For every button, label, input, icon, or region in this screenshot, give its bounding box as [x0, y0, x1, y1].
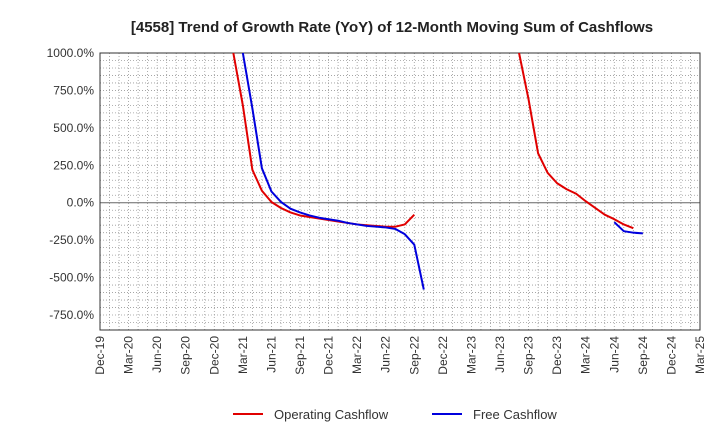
x-tick-label: Jun-23	[493, 336, 507, 373]
legend-label-operating-cashflow: Operating Cashflow	[274, 407, 389, 422]
series-line	[518, 52, 634, 230]
x-tick-label: Dec-20	[207, 336, 221, 375]
plot-area-border	[99, 52, 701, 331]
x-tick-label: Dec-22	[436, 336, 450, 375]
x-axis-ticks: Dec-19 Mar-20 Jun-20 Sep-20 Dec-20 Mar-21 Jun-…	[93, 336, 707, 375]
y-tick-label: 1000.0%	[47, 46, 95, 60]
x-tick-label: Jun-20	[150, 336, 164, 373]
x-tick-label: Mar-21	[236, 336, 250, 374]
x-tick-label: Sep-20	[179, 336, 193, 375]
legend-label-free-cashflow: Free Cashflow	[473, 407, 557, 422]
y-tick-label: 250.0%	[53, 158, 94, 172]
x-tick-label: Mar-23	[464, 336, 478, 374]
series-line	[241, 52, 425, 290]
series-layer	[232, 52, 643, 290]
x-tick-label: Dec-23	[550, 336, 564, 375]
series-line	[232, 52, 416, 228]
grid	[100, 53, 700, 330]
y-tick-label: 500.0%	[53, 121, 94, 135]
x-tick-label: Dec-19	[93, 336, 107, 375]
x-tick-label: Dec-21	[322, 336, 336, 375]
y-tick-label: -750.0%	[49, 308, 94, 322]
x-tick-label: Jun-21	[264, 336, 278, 373]
y-tick-label: 0.0%	[67, 196, 95, 210]
x-tick-label: Mar-24	[579, 336, 593, 374]
x-tick-label: Sep-21	[293, 336, 307, 375]
y-axis-ticks: 1000.0% 750.0% 500.0% 250.0% 0.0% -250.0% -500…	[47, 46, 95, 322]
x-tick-label: Jun-24	[607, 336, 621, 373]
series-free-cashflow	[241, 52, 643, 290]
y-tick-label: 750.0%	[53, 83, 94, 97]
x-tick-label: Sep-23	[522, 336, 536, 375]
x-tick-label: Dec-24	[664, 336, 678, 375]
legend: Operating Cashflow Free Cashflow	[233, 407, 557, 422]
x-tick-label: Mar-22	[350, 336, 364, 374]
chart-title: [4558] Trend of Growth Rate (YoY) of 12-…	[131, 19, 653, 36]
x-tick-label: Jun-22	[379, 336, 393, 373]
y-tick-label: -250.0%	[49, 233, 94, 247]
y-tick-label: -500.0%	[49, 271, 94, 285]
x-tick-label: Sep-24	[636, 336, 650, 375]
x-tick-label: Sep-22	[407, 336, 421, 375]
axes	[99, 52, 701, 331]
series-line	[613, 221, 643, 235]
x-tick-label: Mar-20	[122, 336, 136, 374]
x-tick-label: Mar-25	[693, 336, 707, 374]
